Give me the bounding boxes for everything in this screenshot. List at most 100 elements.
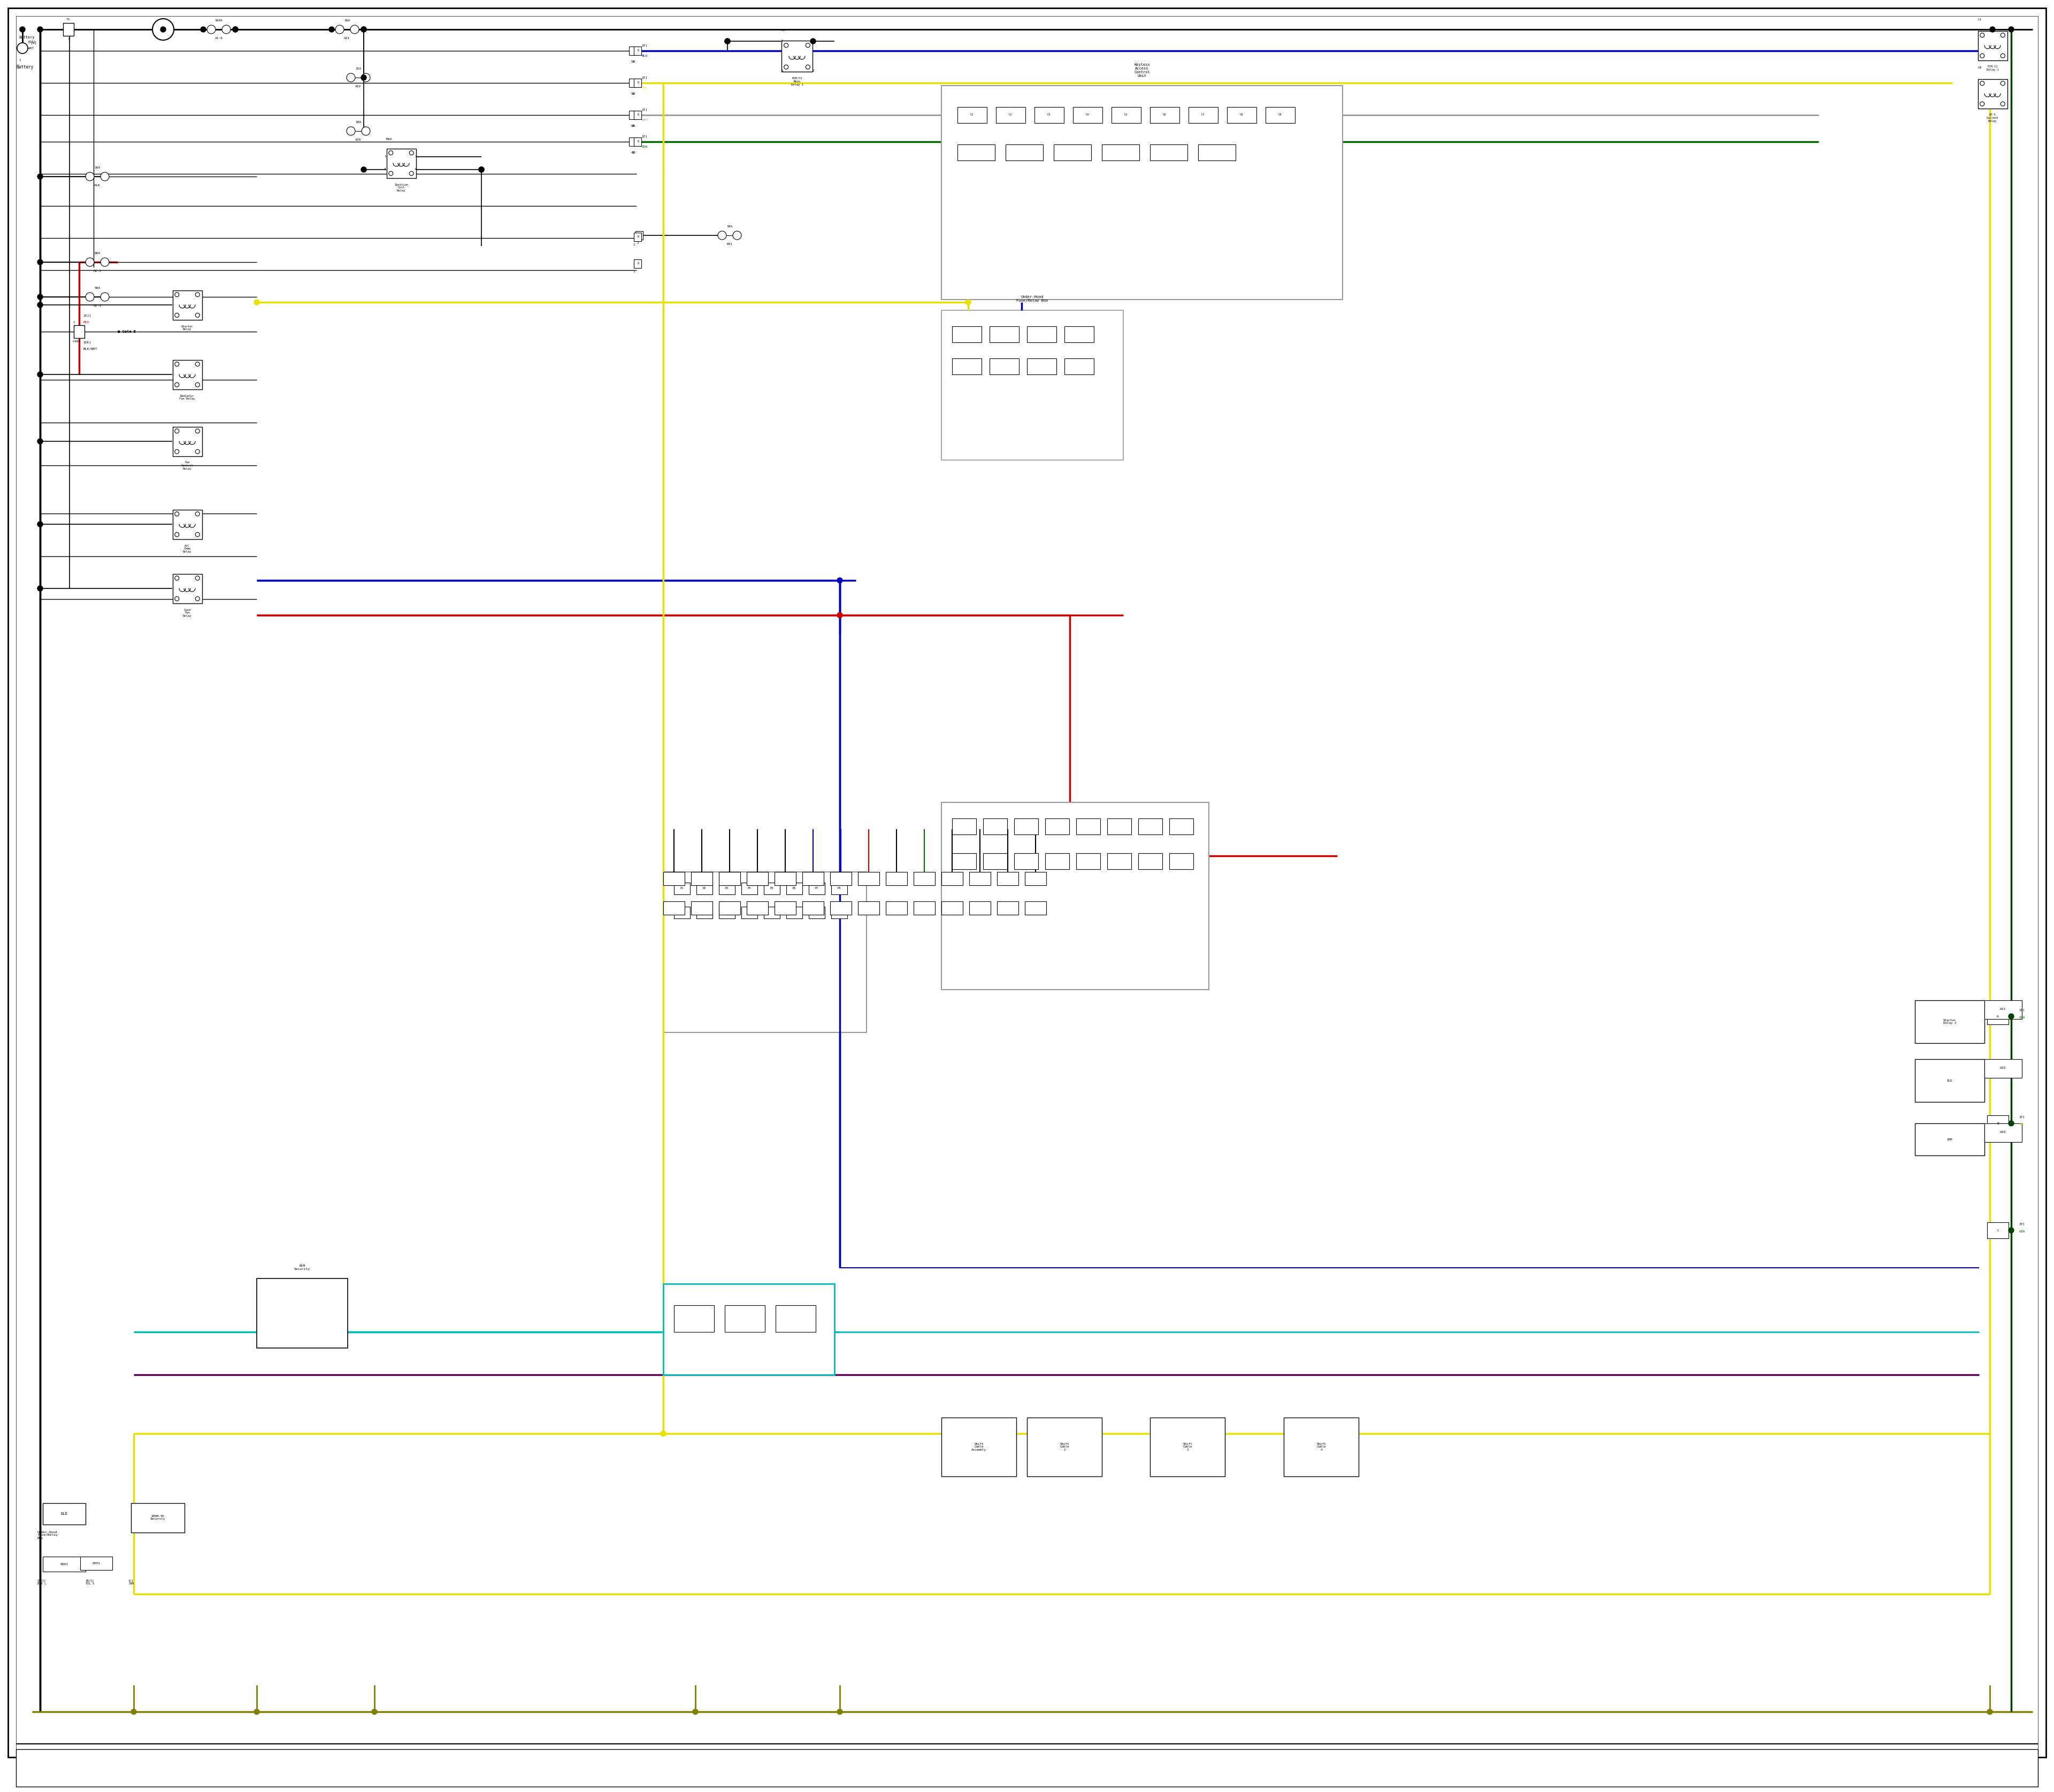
Bar [635, 231, 643, 240]
Circle shape [86, 292, 94, 301]
Bar [1984, 1000, 2021, 1020]
Bar [776, 1305, 815, 1331]
Text: P5: P5 [770, 887, 774, 891]
Circle shape [785, 43, 789, 47]
Circle shape [222, 25, 230, 34]
Text: C6: C6 [1163, 113, 1167, 116]
Text: [B/I]
BLK L: [B/I] BLK L [37, 1579, 45, 1586]
Circle shape [785, 65, 789, 70]
Bar [859, 901, 879, 914]
Text: A2-1: A2-1 [92, 305, 101, 306]
Text: C5: C5 [1124, 113, 1128, 116]
Circle shape [37, 439, 43, 444]
Circle shape [733, 231, 741, 240]
Bar [741, 883, 758, 894]
Circle shape [1986, 1710, 1992, 1715]
Bar [635, 47, 641, 56]
Bar [787, 883, 803, 894]
Bar [996, 901, 1019, 914]
Circle shape [131, 1710, 136, 1715]
Bar [257, 1278, 347, 1348]
Circle shape [175, 314, 179, 317]
Circle shape [195, 314, 199, 317]
Text: P2: P2 [702, 887, 707, 891]
Bar [173, 360, 201, 389]
Circle shape [692, 1710, 698, 1715]
Bar [663, 873, 684, 885]
Bar [996, 873, 1019, 885]
Bar [173, 426, 201, 457]
Text: Starter
Relay: Starter Relay [181, 324, 193, 332]
Bar [1914, 1124, 1984, 1156]
Circle shape [717, 231, 727, 240]
Text: B31: B31 [727, 244, 733, 246]
Bar [764, 883, 781, 894]
Bar [1138, 819, 1163, 835]
Text: YEL: YEL [2019, 1124, 2025, 1125]
Bar [1111, 108, 1140, 124]
Circle shape [37, 586, 43, 591]
Bar [690, 873, 713, 885]
Bar [1027, 326, 1056, 342]
Circle shape [37, 294, 43, 299]
Circle shape [1980, 102, 1984, 106]
Bar [663, 873, 867, 1032]
Circle shape [175, 383, 179, 387]
Circle shape [409, 151, 413, 154]
Circle shape [2001, 32, 2005, 38]
Circle shape [2001, 54, 2005, 57]
Text: P1: P1 [680, 887, 684, 891]
Bar [674, 883, 690, 894]
Text: 10A: 10A [355, 120, 362, 124]
Bar [1265, 108, 1294, 124]
Text: C9: C9 [1278, 113, 1282, 116]
Circle shape [965, 299, 972, 305]
Text: BCM
Security: BCM Security [294, 1265, 310, 1271]
Bar [719, 873, 739, 885]
Bar [1197, 145, 1237, 161]
Bar [885, 873, 908, 885]
Circle shape [1980, 81, 1984, 86]
Bar [674, 907, 690, 919]
Circle shape [37, 371, 43, 376]
Text: A21: A21 [345, 38, 349, 39]
Bar [725, 1305, 764, 1331]
Text: P4: P4 [748, 887, 752, 891]
Circle shape [195, 575, 199, 581]
Bar [629, 47, 637, 56]
Bar [984, 819, 1006, 835]
Text: [E]: [E] [2019, 1222, 2025, 1226]
Circle shape [362, 27, 366, 32]
Circle shape [661, 1432, 665, 1435]
Circle shape [175, 513, 179, 516]
Bar [635, 260, 641, 269]
Bar [1076, 853, 1101, 869]
Text: FCM-11
Relay 1: FCM-11 Relay 1 [1986, 66, 1999, 72]
Circle shape [725, 38, 729, 43]
Text: 19: 19 [633, 151, 635, 154]
Bar [774, 901, 797, 914]
Bar [64, 23, 74, 36]
Text: A2-3: A2-3 [92, 269, 101, 272]
Text: C7: C7 [1202, 113, 1206, 116]
Bar [953, 853, 976, 869]
Bar [1986, 1115, 2009, 1131]
Text: A/C
Comp
Relay: A/C Comp Relay [183, 545, 191, 554]
Text: Battery: Battery [18, 36, 35, 39]
Text: BLK/WHT: BLK/WHT [84, 348, 97, 349]
Text: P6: P6 [793, 887, 797, 891]
Text: Cond
Fan
Relay: Cond Fan Relay [183, 609, 191, 618]
Text: 50A: 50A [94, 287, 101, 289]
Text: [EI]: [EI] [29, 41, 35, 43]
Circle shape [175, 450, 179, 453]
Circle shape [1980, 32, 1984, 38]
Text: PGM-FI
Main
Relay 1: PGM-FI Main Relay 1 [791, 77, 803, 86]
Text: Ignition
Coil
Relay: Ignition Coil Relay [394, 183, 409, 192]
Text: 59: 59 [631, 61, 635, 63]
Text: Radiator
Fan Relay: Radiator Fan Relay [179, 394, 195, 400]
Circle shape [347, 73, 355, 82]
Circle shape [255, 299, 259, 305]
Bar [173, 290, 201, 321]
Circle shape [195, 597, 199, 600]
Bar [719, 901, 739, 914]
